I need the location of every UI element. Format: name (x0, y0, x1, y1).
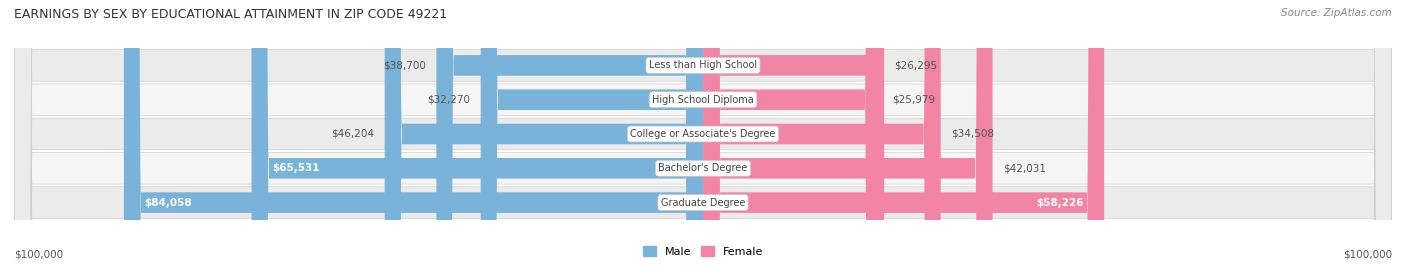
FancyBboxPatch shape (703, 0, 884, 268)
FancyBboxPatch shape (14, 0, 1392, 268)
Text: $34,508: $34,508 (950, 129, 994, 139)
Text: $26,295: $26,295 (894, 60, 938, 70)
FancyBboxPatch shape (124, 0, 703, 268)
FancyBboxPatch shape (252, 0, 703, 268)
FancyBboxPatch shape (481, 0, 703, 268)
Text: EARNINGS BY SEX BY EDUCATIONAL ATTAINMENT IN ZIP CODE 49221: EARNINGS BY SEX BY EDUCATIONAL ATTAINMEN… (14, 8, 447, 21)
FancyBboxPatch shape (14, 0, 1392, 268)
FancyBboxPatch shape (703, 0, 1104, 268)
Text: High School Diploma: High School Diploma (652, 95, 754, 105)
FancyBboxPatch shape (436, 0, 703, 268)
FancyBboxPatch shape (703, 0, 993, 268)
Text: College or Associate's Degree: College or Associate's Degree (630, 129, 776, 139)
Text: $38,700: $38,700 (384, 60, 426, 70)
Text: $100,000: $100,000 (1343, 250, 1392, 260)
Text: $58,226: $58,226 (1036, 198, 1084, 208)
Text: Source: ZipAtlas.com: Source: ZipAtlas.com (1281, 8, 1392, 18)
Text: $42,031: $42,031 (1002, 163, 1046, 173)
Text: Bachelor's Degree: Bachelor's Degree (658, 163, 748, 173)
Text: $46,204: $46,204 (332, 129, 374, 139)
FancyBboxPatch shape (385, 0, 703, 268)
Text: Graduate Degree: Graduate Degree (661, 198, 745, 208)
Text: $32,270: $32,270 (427, 95, 471, 105)
FancyBboxPatch shape (14, 0, 1392, 268)
Text: Less than High School: Less than High School (650, 60, 756, 70)
FancyBboxPatch shape (703, 0, 941, 268)
Text: $84,058: $84,058 (145, 198, 193, 208)
Text: $25,979: $25,979 (893, 95, 935, 105)
FancyBboxPatch shape (14, 0, 1392, 268)
Legend: Male, Female: Male, Female (643, 246, 763, 257)
Text: $65,531: $65,531 (273, 163, 319, 173)
FancyBboxPatch shape (14, 0, 1392, 268)
FancyBboxPatch shape (703, 0, 882, 268)
Text: $100,000: $100,000 (14, 250, 63, 260)
